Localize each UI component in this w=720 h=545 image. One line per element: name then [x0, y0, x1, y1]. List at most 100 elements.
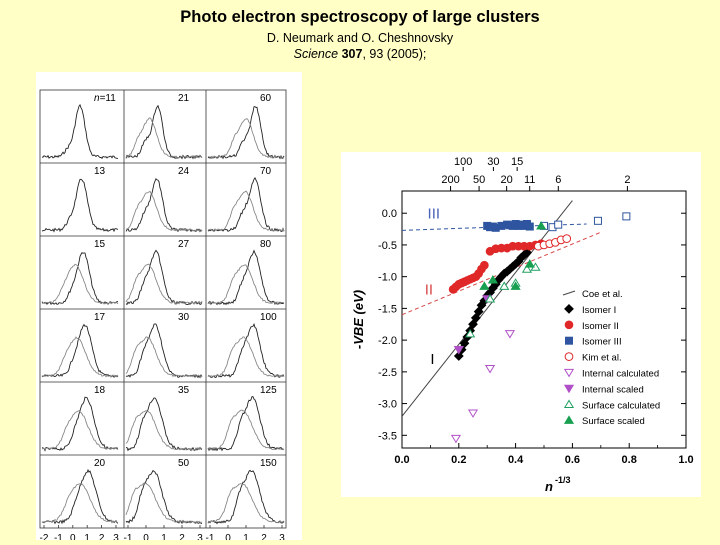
y-axis-label: -VBE (eV): [351, 290, 366, 349]
spectrum-trace: [125, 249, 203, 306]
top-tick-label-upper: 30: [487, 156, 499, 168]
top-tick-label: 200: [441, 174, 459, 186]
legend-marker: [564, 352, 574, 361]
data-point: [473, 306, 484, 317]
legend-label: Isomer III: [582, 337, 622, 348]
x-tick-label: 1.0: [678, 454, 693, 466]
top-tick-label: 20: [501, 174, 513, 186]
legend-label: Isomer II: [582, 321, 619, 332]
spectrum-label: 30: [178, 312, 190, 323]
spectrum-trace-secondary: [207, 482, 285, 524]
spectrum-trace: [41, 323, 119, 378]
spectrum-label: 80: [260, 239, 272, 250]
data-point: [536, 221, 547, 230]
spectrum-trace-secondary: [41, 336, 119, 378]
n-prefix: n: [94, 93, 100, 104]
x-axis-label-exponent: -1/3: [555, 475, 571, 485]
x-tick-label: 3: [279, 533, 285, 540]
data-point: [459, 338, 470, 349]
data-point: [450, 434, 462, 444]
y-tick-label: -3.0: [378, 399, 397, 411]
legend-marker: [563, 415, 575, 424]
x-tick-label: 2: [99, 533, 105, 540]
spectrum-trace-secondary: [207, 118, 285, 159]
spectrum-trace: [207, 177, 285, 233]
data-point: [554, 220, 563, 229]
legend-marker: [562, 290, 576, 296]
journal-volume: 307: [341, 47, 363, 61]
data-point: [487, 275, 498, 284]
spectrum-trace-secondary: [41, 410, 119, 451]
data-point: [504, 330, 516, 339]
spectrum-trace: [41, 468, 119, 525]
legend-marker: [565, 336, 573, 345]
x-tick-label: 0.2: [451, 454, 466, 466]
data-point: [593, 216, 602, 225]
spectrum-label: 70: [260, 166, 272, 177]
x-tick-label: 1: [84, 533, 90, 540]
legend-label: Kim et al.: [582, 353, 622, 364]
spectrum-trace: [207, 249, 285, 306]
x-tick-label: 3: [113, 533, 119, 540]
spectrum-trace: [41, 103, 119, 160]
y-tick-label: -3.5: [378, 430, 397, 442]
x-tick-label: 0.0: [394, 454, 409, 466]
journal-name: Science: [293, 47, 339, 61]
spectrum-label: 13: [94, 166, 106, 177]
spectrum-trace-secondary: [125, 336, 203, 378]
vbe-chart: 0.0 -0.5 -1.0 -1.5 -2.0 -2.5 -3.0 -3.5 0.0 0.2 0.4…: [351, 156, 694, 494]
x-tick-label: 0.6: [565, 454, 580, 466]
y-tick-label: -1.5: [378, 303, 397, 315]
spectrum-label: 21: [178, 93, 190, 104]
spectrum-trace-secondary: [207, 264, 284, 305]
spectrum-trace: [207, 396, 285, 452]
spectrum-trace: [41, 252, 119, 305]
x-tick-label: 0.8: [622, 454, 637, 466]
journal-pages: , 93 (2005);: [362, 47, 427, 61]
legend-label: Surface calculated: [582, 400, 660, 411]
region-label: II: [425, 281, 433, 298]
top-tick-label: 2: [624, 174, 630, 186]
x-axis-label: n: [545, 479, 553, 494]
legend-marker: [564, 320, 574, 330]
fit-line: [402, 200, 573, 417]
x-tick-label: -1: [206, 533, 215, 540]
x-tick-label: -2: [40, 533, 49, 540]
spectrum-trace: [207, 322, 285, 378]
region-label: I: [430, 351, 434, 368]
x-tick-label: 2: [179, 533, 185, 540]
top-tick-label-upper: 15: [511, 156, 523, 168]
data-point: [522, 247, 532, 258]
spectrum-trace-secondary: [125, 482, 203, 524]
slide-title: Photo electron spectroscopy of large clu…: [180, 8, 540, 26]
spectrum-label: 150: [260, 458, 277, 469]
spectrum-trace-secondary: [125, 190, 203, 232]
data-point: [510, 281, 521, 290]
spectrum-trace: [41, 178, 119, 233]
top-tick-label: 11: [524, 174, 535, 186]
region-label: III: [428, 205, 441, 222]
x-tick-label: 0: [143, 533, 149, 540]
data-point: [453, 351, 464, 361]
spectrum-trace-secondary: [125, 263, 203, 305]
x-tick-label: 2: [261, 533, 267, 540]
n-value: =11: [100, 93, 117, 104]
spectrum-trace-secondary: [207, 190, 285, 232]
legend-label: Surface scaled: [582, 416, 645, 427]
citation: Science 307, 93 (2005);: [0, 47, 720, 61]
spectrum-label: 20: [94, 458, 106, 469]
spectrum-label: n=11: [94, 93, 116, 104]
x-tick-label: 0.4: [508, 454, 524, 466]
spectrum-label: 35: [178, 385, 190, 396]
top-tick-label-upper: 100: [454, 156, 472, 168]
spectrum-label: 125: [260, 385, 277, 396]
data-point: [465, 328, 476, 338]
spectrum-label: 17: [94, 312, 106, 323]
legend-marker: [563, 399, 575, 408]
spectrum-trace-secondary: [125, 410, 203, 451]
data-point: [499, 281, 510, 290]
spectrum-label: 18: [94, 385, 106, 396]
authors: D. Neumark and O. Cheshnovsky: [266, 31, 454, 45]
